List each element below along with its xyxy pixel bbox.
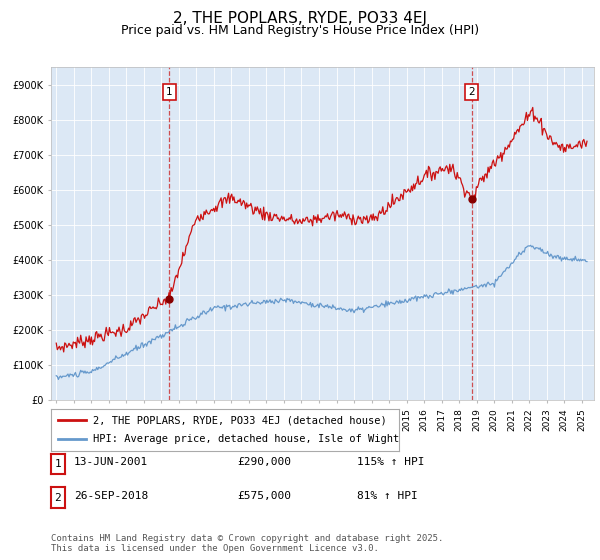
Text: Contains HM Land Registry data © Crown copyright and database right 2025.
This d: Contains HM Land Registry data © Crown c… [51, 534, 443, 553]
Text: Price paid vs. HM Land Registry's House Price Index (HPI): Price paid vs. HM Land Registry's House … [121, 24, 479, 37]
Text: HPI: Average price, detached house, Isle of Wight: HPI: Average price, detached house, Isle… [93, 435, 399, 445]
Text: 13-JUN-2001: 13-JUN-2001 [74, 457, 148, 467]
Text: 2, THE POPLARS, RYDE, PO33 4EJ (detached house): 2, THE POPLARS, RYDE, PO33 4EJ (detached… [93, 415, 386, 425]
Text: 2: 2 [469, 87, 475, 97]
Text: 115% ↑ HPI: 115% ↑ HPI [357, 457, 425, 467]
Text: 1: 1 [55, 459, 61, 469]
Text: 2: 2 [55, 493, 61, 502]
Text: 2, THE POPLARS, RYDE, PO33 4EJ: 2, THE POPLARS, RYDE, PO33 4EJ [173, 11, 427, 26]
Text: £575,000: £575,000 [237, 491, 291, 501]
Text: 1: 1 [166, 87, 173, 97]
Text: 81% ↑ HPI: 81% ↑ HPI [357, 491, 418, 501]
Text: 26-SEP-2018: 26-SEP-2018 [74, 491, 148, 501]
Text: £290,000: £290,000 [237, 457, 291, 467]
